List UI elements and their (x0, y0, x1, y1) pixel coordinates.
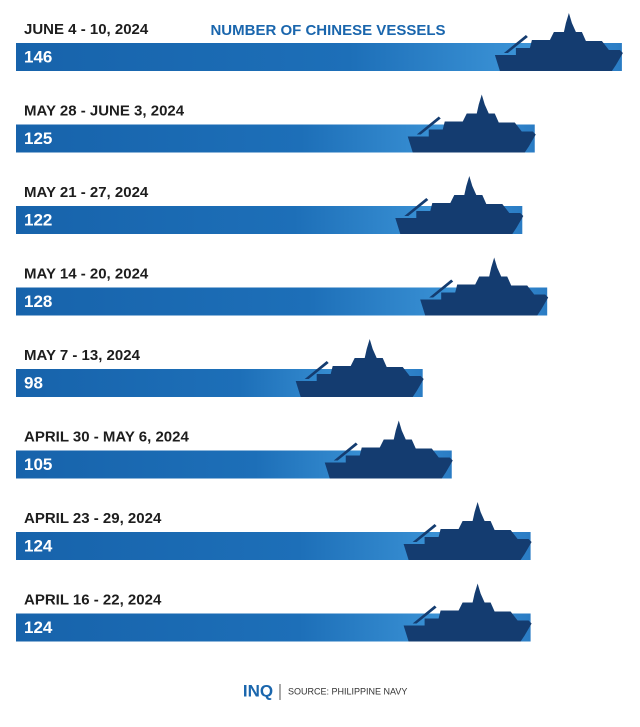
ship-icon (407, 94, 536, 153)
category-label: MAY 21 - 27, 2024 (24, 184, 149, 201)
ship-silhouette (403, 583, 532, 642)
value-label: 124 (24, 536, 53, 555)
ship-icon (403, 583, 532, 642)
ship-icon (295, 339, 424, 397)
category-label: MAY 7 - 13, 2024 (24, 347, 141, 364)
ship-silhouette (494, 13, 623, 71)
chart-title: NUMBER OF CHINESE VESSELS (210, 22, 445, 39)
footer: INQ SOURCE: PHILIPPINE NAVY (243, 681, 407, 700)
ship-silhouette (403, 502, 532, 560)
ship-icon (403, 502, 532, 560)
value-label: 105 (24, 455, 52, 474)
value-label: 128 (24, 292, 52, 311)
ship-icon (420, 257, 549, 316)
category-label: APRIL 16 - 22, 2024 (24, 591, 162, 608)
ship-silhouette (420, 257, 549, 316)
category-label: APRIL 30 - MAY 6, 2024 (24, 428, 189, 445)
value-label: 125 (24, 129, 52, 148)
value-label: 124 (24, 618, 53, 637)
value-label: 122 (24, 210, 52, 229)
category-label: JUNE 4 - 10, 2024 (24, 21, 149, 38)
footer-brand: INQ (243, 681, 273, 700)
ship-silhouette (295, 339, 424, 397)
footer-source: SOURCE: PHILIPPINE NAVY (288, 686, 407, 696)
category-label: APRIL 23 - 29, 2024 (24, 510, 162, 527)
ship-silhouette (407, 94, 536, 153)
ship-silhouette (395, 176, 524, 234)
category-label: MAY 28 - JUNE 3, 2024 (24, 102, 185, 119)
ship-icon (395, 176, 524, 234)
category-label: MAY 14 - 20, 2024 (24, 265, 149, 282)
ship-icon (494, 13, 623, 71)
value-label: 146 (24, 47, 52, 66)
ship-silhouette (324, 420, 453, 479)
value-label: 98 (24, 373, 43, 392)
ship-icon (324, 420, 453, 479)
